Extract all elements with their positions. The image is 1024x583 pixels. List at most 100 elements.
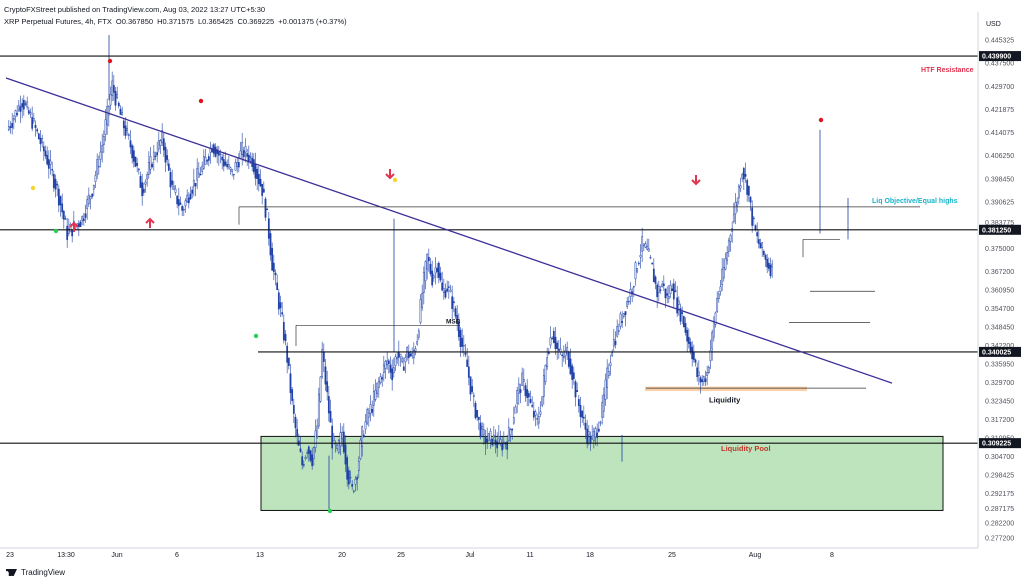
candle-body xyxy=(159,140,162,146)
candle-body xyxy=(279,302,282,309)
candle-body xyxy=(246,153,249,157)
candle-body xyxy=(641,236,644,252)
candle-body xyxy=(84,213,87,218)
candle-body xyxy=(267,218,270,239)
candle-body xyxy=(527,393,530,398)
candle-body xyxy=(626,301,629,307)
candle-body xyxy=(49,160,52,165)
candle-body xyxy=(54,178,57,190)
liquidity-pool-zone xyxy=(260,435,944,511)
currency-label: USD xyxy=(986,21,1001,28)
price-tick-label: 0.287175 xyxy=(985,506,1014,513)
candle-body xyxy=(202,156,205,169)
candle-body xyxy=(261,183,264,196)
candle-body xyxy=(397,351,400,358)
candle-body xyxy=(56,183,59,186)
candle-body xyxy=(116,94,119,98)
candle-body xyxy=(367,412,370,418)
down-arrow-icon xyxy=(385,169,395,180)
price-tick-label: 0.304700 xyxy=(985,454,1014,461)
price-tick-label: 0.398450 xyxy=(985,176,1014,183)
candle-body xyxy=(154,155,157,158)
candle-body xyxy=(557,348,560,351)
candle-body xyxy=(357,460,360,471)
price-level-value: 0.381250 xyxy=(982,227,1011,234)
price-tick-label: 0.282200 xyxy=(985,521,1014,528)
candle-body xyxy=(239,150,242,159)
tradingview-logo[interactable]: TradingView xyxy=(6,568,65,577)
candle-body xyxy=(597,428,600,432)
candle-body xyxy=(142,188,145,193)
candle-body xyxy=(237,162,240,168)
candle-body xyxy=(409,353,412,357)
msb-label: MSB xyxy=(446,318,461,325)
candle-body xyxy=(696,367,699,378)
candles xyxy=(7,35,849,509)
candle-body xyxy=(662,283,665,287)
symbol-name[interactable]: XRP Perpetual Futures, 4h, FTX xyxy=(4,17,112,26)
candle-body xyxy=(429,263,432,274)
candle-body xyxy=(62,211,65,220)
candle-body xyxy=(147,162,150,175)
price-tick-label: 0.335950 xyxy=(985,361,1014,368)
candle-body xyxy=(71,229,74,237)
candle-body xyxy=(686,330,689,342)
candle-body xyxy=(437,262,440,278)
candle-body xyxy=(277,292,280,310)
candle-body xyxy=(486,438,489,443)
candle-body xyxy=(351,484,354,487)
candle-body xyxy=(746,179,749,195)
candle-body xyxy=(61,203,64,213)
candle-body xyxy=(221,156,224,161)
candle-body xyxy=(732,214,735,222)
candle-body xyxy=(719,286,722,293)
candle-body xyxy=(389,364,392,373)
candle-body xyxy=(64,218,67,220)
candle-body xyxy=(374,390,377,400)
candle-body xyxy=(26,101,29,108)
liquidity-pool-label: Liquidity Pool xyxy=(721,444,771,453)
signal-dot-icon xyxy=(327,508,333,514)
candle-body xyxy=(487,433,490,442)
candle-body xyxy=(621,321,624,323)
candle-body xyxy=(396,357,399,360)
time-tick-label: Jun xyxy=(111,552,122,559)
candle-body xyxy=(204,156,207,165)
candle-body xyxy=(434,267,437,274)
price-level-value: 0.439900 xyxy=(982,54,1011,61)
price-level-value: 0.309225 xyxy=(982,441,1011,448)
candle-body xyxy=(7,126,10,131)
candle-body xyxy=(99,151,102,160)
candle-body xyxy=(359,439,362,459)
up-arrow-icon xyxy=(145,217,155,228)
candle-body xyxy=(177,199,180,206)
candle-body xyxy=(671,288,674,291)
candle-body xyxy=(664,288,667,299)
candle-body xyxy=(539,411,542,415)
candle-body xyxy=(729,235,732,242)
candle-body xyxy=(172,185,175,190)
candle-body xyxy=(636,268,639,272)
candle-body xyxy=(124,125,127,136)
candle-body xyxy=(319,376,322,402)
candle-body xyxy=(444,290,447,298)
candle-body xyxy=(537,416,540,424)
candle-body xyxy=(506,441,509,450)
candle-body xyxy=(14,110,17,117)
candle-body xyxy=(604,379,607,400)
candle-body xyxy=(137,168,140,171)
candle-body xyxy=(157,140,160,150)
candle-body xyxy=(57,188,60,206)
candle-body xyxy=(47,159,50,169)
candle-body xyxy=(446,288,449,292)
candle-body xyxy=(151,164,154,168)
candle-body xyxy=(422,271,425,293)
candle-body xyxy=(36,129,39,132)
candle-body xyxy=(377,380,380,388)
candle-body xyxy=(714,312,717,325)
candle-body xyxy=(472,394,475,397)
candle-body xyxy=(519,389,522,393)
candle-body xyxy=(32,118,35,122)
candle-body xyxy=(302,464,305,466)
